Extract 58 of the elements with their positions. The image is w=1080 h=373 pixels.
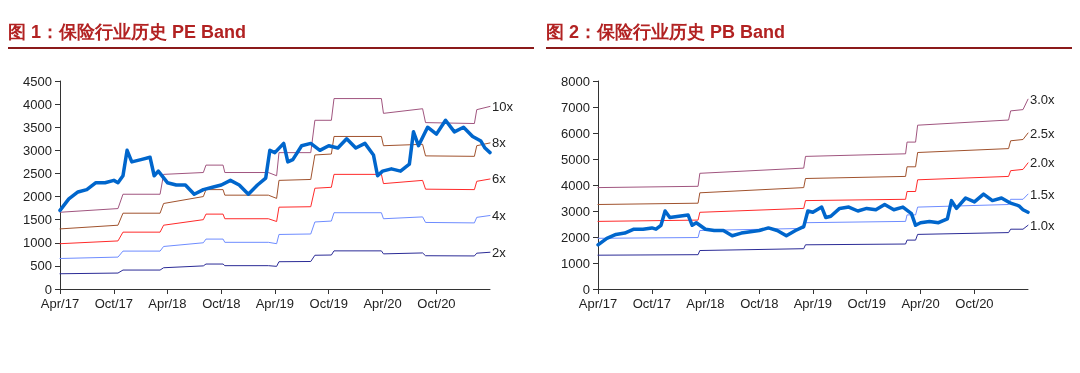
line-series: [59, 135, 491, 230]
series-label: 3.0x: [1030, 91, 1056, 107]
line-series: [59, 212, 491, 259]
y-tick-label: 500: [30, 258, 52, 274]
line-series: [597, 224, 1029, 256]
y-tick-label: 4000: [561, 177, 590, 193]
y-tick-label: 8000: [561, 73, 590, 89]
x-tick-label: Apr/18: [686, 296, 725, 311]
y-tick-label: 5000: [561, 151, 590, 167]
x-tick-label: Oct/18: [202, 296, 241, 311]
x-tick-label: Apr/19: [255, 296, 295, 311]
line-series: [597, 98, 1029, 189]
y-tick-label: 1000: [561, 255, 590, 271]
y-tick-label: 3500: [23, 119, 52, 135]
series-label: 4x: [492, 208, 507, 224]
line-series: [59, 250, 491, 275]
series-label: 6x: [492, 171, 507, 187]
line-series: [59, 98, 491, 213]
series-label: 1.0x: [1030, 217, 1056, 233]
x-tick-label: Apr/17: [578, 296, 618, 311]
series-label: 1.5x: [1030, 186, 1056, 202]
series-label: 2x: [492, 244, 507, 260]
chart-title: 图 1：保险行业历史 PE Band: [8, 18, 534, 49]
chart-title: 图 2：保险行业历史 PB Band: [546, 18, 1072, 49]
y-tick-label: 2000: [23, 189, 52, 205]
y-tick-label: 1500: [23, 212, 52, 228]
y-tick-label: 2500: [23, 165, 52, 181]
series-label: 2.5x: [1030, 125, 1056, 141]
x-tick-label: Oct/20: [955, 296, 994, 311]
x-tick-label: Oct/19: [847, 296, 886, 311]
y-tick-label: 1000: [23, 235, 52, 251]
line-series: [596, 192, 1030, 247]
series-label: 8x: [492, 135, 507, 151]
x-tick-label: Apr/18: [148, 296, 187, 311]
y-tick-label: 0: [44, 281, 52, 297]
y-tick-label: 0: [582, 281, 590, 297]
y-tick-label: 6000: [561, 125, 590, 141]
y-tick-label: 7000: [561, 99, 590, 115]
x-tick-label: Apr/20: [363, 296, 402, 311]
x-tick-label: Apr/20: [901, 296, 940, 311]
y-tick-label: 2000: [561, 229, 590, 245]
y-tick-label: 3000: [23, 142, 52, 158]
line-series: [59, 173, 491, 245]
series-label: 2.0x: [1030, 155, 1056, 171]
x-tick-label: Apr/19: [793, 296, 833, 311]
line-series: [597, 132, 1029, 205]
y-tick-label: 4500: [23, 73, 52, 89]
y-tick-label: 4000: [23, 96, 52, 112]
y-tick-label: 3000: [561, 203, 590, 219]
x-tick-label: Oct/20: [417, 296, 456, 311]
series-label: 10x: [492, 98, 514, 114]
x-tick-label: Oct/19: [309, 296, 348, 311]
x-tick-label: Oct/17: [94, 296, 134, 311]
line-series: [597, 162, 1029, 222]
x-tick-label: Oct/18: [740, 296, 779, 311]
line-series: [58, 118, 492, 213]
x-tick-label: Oct/17: [632, 296, 672, 311]
x-tick-label: Apr/17: [40, 296, 80, 311]
